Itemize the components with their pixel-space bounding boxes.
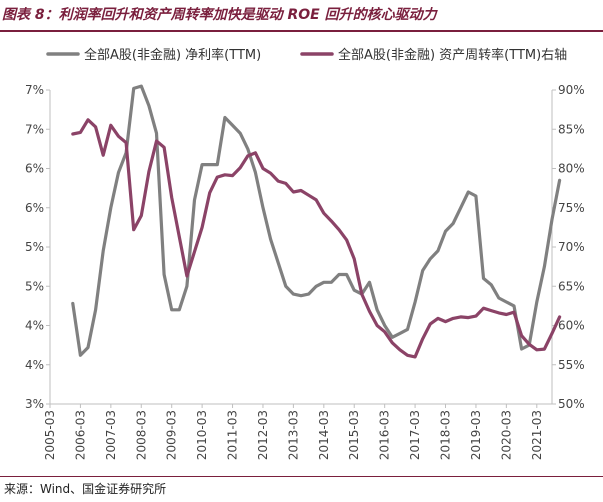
line-chart: 3% 4% 4% 5% 5% 6% 6% 7% 7% 50% 55% 60% 65% 70% 75% 80% 8…: [25, 47, 585, 460]
x-tick-label: 2012-03: [256, 410, 270, 460]
x-tick-label: 2018-03: [439, 410, 453, 460]
title-divider: [0, 30, 603, 32]
legend-label: 全部A股(非金融) 资产周转率(TTM)右轴: [338, 47, 567, 63]
x-tick-label: 2016-03: [378, 410, 392, 460]
x-tick-label: 2017-03: [408, 410, 422, 460]
x-tick-label: 2005-03: [43, 410, 57, 460]
chart-title: 图表 8：利润率回升和资产周转率加快是驱动 ROE 回升的核心驱动力: [2, 7, 437, 23]
y-right-tick-label: 90%: [558, 83, 585, 97]
x-tick-label: 2015-03: [347, 410, 361, 460]
legend-label: 全部A股(非金融) 净利率(TTM): [84, 47, 261, 63]
x-tick-label: 2006-03: [73, 410, 87, 460]
x-tick-label: 2020-03: [499, 410, 513, 460]
x-tick-label: 2021-03: [530, 410, 544, 460]
y-right-tick-label: 85%: [558, 122, 585, 136]
y-right-tick-label: 75%: [558, 201, 585, 215]
x-tick-label: 2019-03: [469, 410, 483, 460]
x-tick-label: 2011-03: [226, 410, 240, 460]
y-right-tick-label: 60%: [558, 319, 585, 333]
series-line-asset-turnover: [71, 118, 562, 359]
y-right-tick-label: 55%: [558, 358, 585, 372]
x-tick-label: 2010-03: [195, 410, 209, 460]
y-left-tick-label: 7%: [25, 83, 44, 97]
y-left-tick-label: 4%: [25, 358, 44, 372]
x-tick-label: 2007-03: [104, 410, 118, 460]
source-note: 来源：Wind、国金证券研究所: [4, 482, 167, 496]
y-right-tick-label: 65%: [558, 279, 585, 293]
y-left-tick-label: 3%: [25, 397, 44, 411]
y-left-tick-label: 5%: [25, 240, 44, 254]
y-left-tick-label: 7%: [25, 122, 44, 136]
x-tick-label: 2013-03: [286, 410, 300, 460]
x-tick-label: 2008-03: [134, 410, 148, 460]
source-divider: [0, 476, 603, 477]
y-right-tick-label: 70%: [558, 240, 585, 254]
y-right-tick-label: 80%: [558, 162, 585, 176]
y-left-tick-label: 4%: [25, 319, 44, 333]
x-tick-label: 2009-03: [165, 410, 179, 460]
y-left-tick-label: 6%: [25, 162, 44, 176]
y-right-tick-label: 50%: [558, 397, 585, 411]
y-left-tick-label: 6%: [25, 201, 44, 215]
y-left-tick-label: 5%: [25, 279, 44, 293]
x-tick-label: 2014-03: [317, 410, 331, 460]
series-line-net-margin: [71, 84, 562, 357]
